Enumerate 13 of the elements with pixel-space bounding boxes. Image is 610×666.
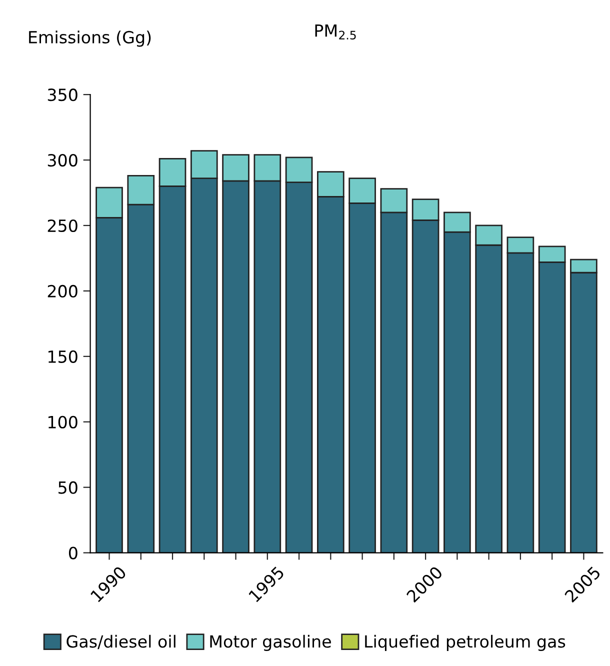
- y-tick-label: 100: [48, 416, 78, 428]
- legend-label: Liquefied petroleum gas: [365, 634, 566, 651]
- chart-title: PM$_{2.5}$: [315, 24, 356, 40]
- y-tick-label: 0: [68, 546, 78, 560]
- y-axis-title: Emissions (Gg): [29, 30, 151, 47]
- y-tick-label: 250: [48, 219, 78, 232]
- y-tick-label: 150: [48, 350, 78, 363]
- legend-label: Gas/diesel oil: [66, 634, 176, 650]
- y-tick-label: 300: [48, 154, 78, 167]
- y-tick-label: 350: [48, 88, 78, 102]
- y-tick-label: 50: [58, 481, 78, 494]
- legend-label: Motor gasoline: [210, 634, 331, 651]
- y-tick-label: 200: [48, 284, 78, 298]
